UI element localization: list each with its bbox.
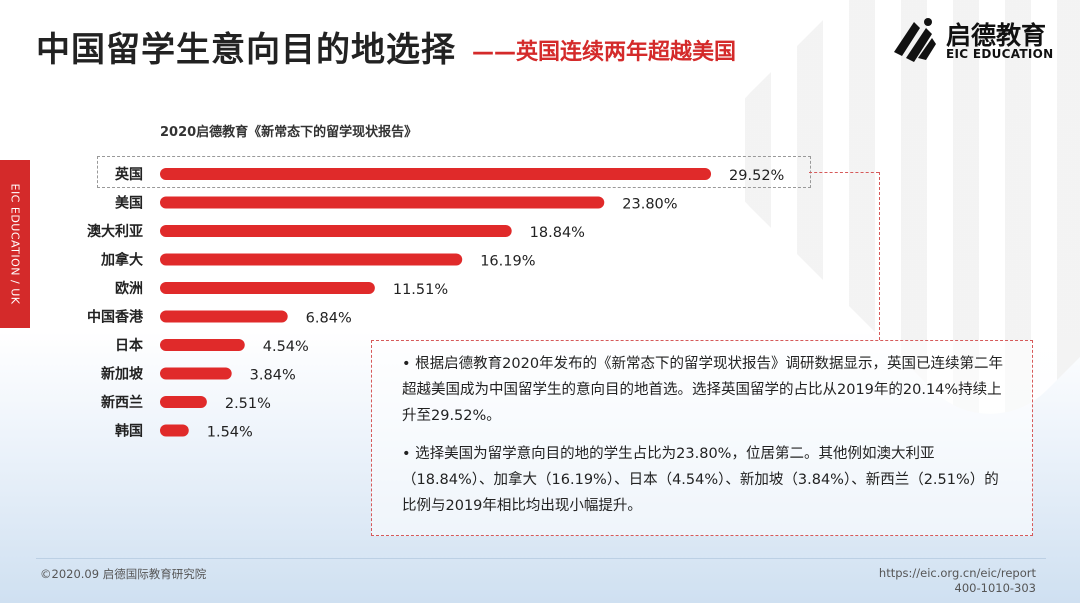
bar — [160, 168, 712, 180]
bar — [160, 196, 605, 209]
connector-line — [809, 172, 879, 173]
value-label: 1.54% — [207, 425, 253, 441]
footer-contact: https://eic.org.cn/eic/report 400-1010-3… — [879, 566, 1036, 596]
value-label: 29.52% — [729, 168, 784, 184]
footer-copyright: ©2020.09 启德国际教育研究院 — [40, 567, 207, 581]
bar — [160, 424, 189, 437]
value-label: 11.51% — [393, 282, 448, 298]
category-label: 加拿大 — [100, 252, 143, 269]
logo-name-en: EIC EDUCATION — [946, 47, 1054, 61]
category-label: 韩国 — [115, 423, 143, 440]
value-label: 23.80% — [622, 197, 677, 213]
brand-logo: 启德教育 EIC EDUCATION — [888, 14, 1058, 64]
connector-line — [879, 172, 880, 340]
value-label: 3.84% — [250, 368, 296, 384]
bar — [160, 225, 512, 237]
category-label: 中国香港 — [87, 309, 144, 326]
bar — [160, 253, 463, 266]
category-label: 美国 — [115, 195, 143, 212]
note-paragraph: • 根据启德教育2020年发布的《新常态下的留学现状报告》调研数据显示，英国已连… — [402, 356, 1004, 424]
value-label: 16.19% — [480, 254, 535, 270]
category-label: 澳大利亚 — [87, 223, 143, 240]
chart-source-label: 2020启德教育《新常态下的留学现状报告》 — [160, 125, 418, 140]
category-label: 新西兰 — [101, 394, 143, 411]
value-label: 6.84% — [306, 311, 352, 327]
value-label: 2.51% — [225, 396, 271, 412]
bar — [160, 367, 232, 380]
logo-name-cn: 启德教育 — [946, 21, 1047, 50]
bar — [160, 282, 375, 294]
category-label: 欧洲 — [115, 280, 143, 297]
note-paragraph: • 选择美国为留学意向目的地的学生占比为23.80%，位居第二。其他例如澳大利亚… — [402, 446, 999, 514]
side-tab: EIC EDUCATION / UK — [0, 160, 30, 328]
highlight-box — [97, 156, 811, 188]
footer-phone: 400-1010-303 — [954, 581, 1036, 595]
value-label: 4.54% — [263, 339, 309, 355]
footer-divider — [36, 558, 1046, 559]
bar — [160, 396, 207, 408]
category-label: 日本 — [115, 337, 144, 354]
category-label: 新加坡 — [101, 366, 144, 383]
bar-chart: 英国 29.52% 美国 23.80% 澳大利亚 18.84% 加拿大 16.19% 欧洲 11.… — [87, 166, 784, 441]
page-title: 中国留学生意向目的地选择 — [36, 30, 456, 70]
footer-url: https://eic.org.cn/eic/report — [878, 566, 1036, 580]
notes-box: • 根据启德教育2020年发布的《新常态下的留学现状报告》调研数据显示，英国已连… — [371, 340, 1033, 536]
page-subtitle: ——英国连续两年超越美国 — [472, 40, 737, 65]
value-label: 18.84% — [530, 225, 585, 241]
category-label: 英国 — [114, 166, 143, 183]
bar — [160, 310, 288, 323]
bar — [160, 339, 245, 351]
eic-logo-icon — [894, 18, 936, 62]
